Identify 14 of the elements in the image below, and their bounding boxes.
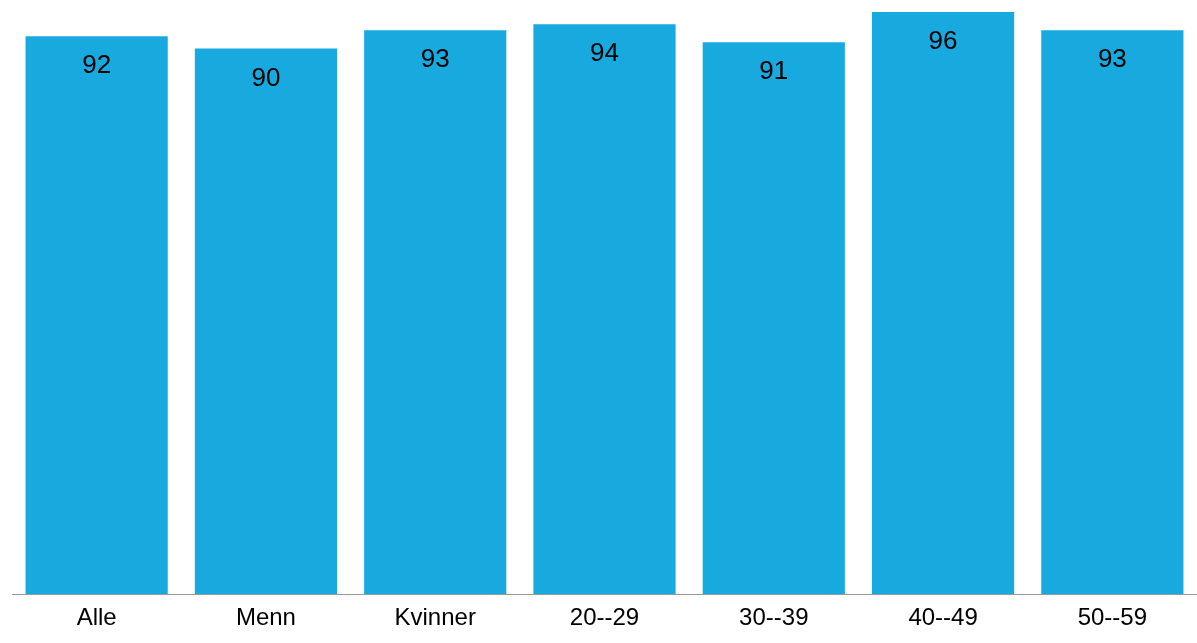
data-label: 96 (928, 25, 958, 56)
x-tick-label: 50--59 (1077, 603, 1148, 631)
x-tick-label: Alle (76, 603, 117, 631)
x-tick-label: Kvinner (394, 603, 476, 631)
data-label: 90 (251, 61, 281, 92)
x-tick-label: 40--49 (908, 603, 978, 631)
x-tick-label: 20--29 (569, 603, 640, 631)
data-label: 94 (590, 37, 619, 68)
x-tick-label: Menn (235, 603, 296, 631)
data-label: 91 (759, 55, 789, 86)
data-label: 92 (82, 49, 112, 80)
data-label: 93 (420, 43, 450, 74)
data-label: 93 (1097, 43, 1127, 74)
x-tick-label: 30--39 (739, 603, 809, 631)
